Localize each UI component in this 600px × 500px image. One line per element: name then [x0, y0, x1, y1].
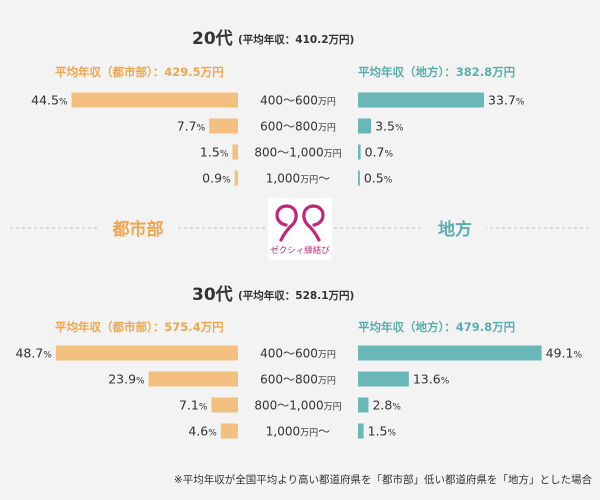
urban-bar — [234, 170, 238, 186]
panel-subtitle: (平均年収：410.2万円) — [238, 33, 354, 46]
rural-bar — [358, 397, 369, 413]
urban-bar — [232, 144, 238, 160]
urban-value-label: 7.7% — [177, 119, 206, 134]
income-category-label: 800〜1,000万円 — [254, 146, 341, 160]
urban-average-header: 平均年収（都市部）：429.5万円 — [55, 65, 224, 79]
urban-value-label: 4.6% — [188, 424, 217, 439]
rural-value-label: 33.7% — [488, 93, 525, 108]
rural-value-label: 3.5% — [375, 119, 404, 134]
urban-label-bg — [100, 216, 176, 240]
urban-bar — [55, 345, 238, 361]
income-category-label: 400〜600万円 — [260, 94, 336, 108]
panel-30s: 30代 (平均年収：528.1万円) 平均年収（都市部）：575.4万円 平均年… — [15, 284, 582, 439]
income-category-label: 600〜800万円 — [260, 120, 336, 134]
rural-value-label: 13.6% — [413, 372, 450, 387]
rural-label-bg — [424, 216, 486, 240]
rural-average-header: 平均年収（地方）：479.8万円 — [358, 320, 515, 334]
rural-bar — [358, 144, 361, 160]
income-category-label: 1,000万円〜 — [266, 172, 330, 186]
rural-value-label: 2.8% — [372, 398, 401, 413]
urban-value-label: 23.9% — [108, 372, 145, 387]
urban-value-label: 48.7% — [15, 346, 52, 361]
rural-bar — [358, 371, 409, 387]
panel-subtitle: (平均年収：528.1万円) — [238, 289, 354, 302]
urban-value-label: 44.5% — [31, 93, 68, 108]
urban-bar — [71, 92, 238, 108]
urban-bar — [220, 423, 238, 439]
urban-bar — [211, 397, 238, 413]
rural-value-label: 0.5% — [364, 171, 393, 186]
urban-value-label: 7.1% — [179, 398, 208, 413]
rural-bar — [358, 345, 542, 361]
logo-text: ゼクシィ縁結び — [270, 245, 330, 256]
rural-bar — [358, 170, 360, 186]
urban-side-label: 都市部 — [112, 219, 164, 240]
panel-20s: 20代 (平均年収：410.2万円) 平均年収（都市部）：429.5万円 平均年… — [31, 28, 525, 186]
rural-bar — [358, 92, 485, 108]
rural-value-label: 0.7% — [365, 145, 394, 160]
footnote: ※平均年収が全国平均より高い都道府県を「都市部」低い都道府県を「地方」とした場合 — [173, 474, 592, 486]
urban-value-label: 0.9% — [202, 171, 231, 186]
rural-value-label: 49.1% — [546, 346, 583, 361]
rural-bar — [358, 423, 364, 439]
urban-bar — [209, 118, 238, 134]
rural-average-header: 平均年収（地方）：382.8万円 — [358, 65, 515, 79]
income-category-label: 600〜800万円 — [260, 373, 336, 387]
income-category-label: 400〜600万円 — [260, 347, 336, 361]
zexy-logo: ゼクシィ縁結び — [268, 198, 332, 260]
urban-value-label: 1.5% — [200, 145, 229, 160]
rural-bar — [358, 118, 372, 134]
income-category-label: 1,000万円〜 — [266, 425, 330, 439]
urban-bar — [148, 371, 238, 387]
logo-mark-icon — [275, 204, 325, 242]
income-category-label: 800〜1,000万円 — [254, 399, 341, 413]
rural-value-label: 1.5% — [368, 424, 397, 439]
urban-average-header: 平均年収（都市部）：575.4万円 — [55, 320, 224, 334]
panel-title: 30代 — [192, 284, 233, 305]
rural-side-label: 地方 — [438, 219, 472, 240]
panel-title: 20代 — [192, 28, 233, 49]
